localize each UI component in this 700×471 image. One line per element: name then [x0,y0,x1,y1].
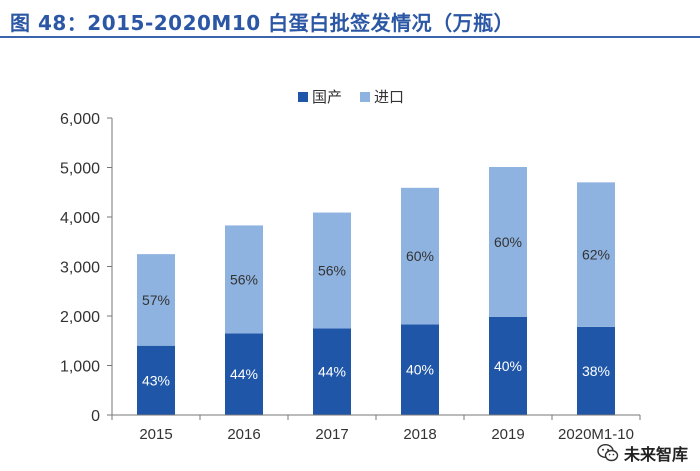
x-tick-label: 2020M1-10 [558,426,634,443]
bar-domestic [137,345,175,415]
bar-imported [577,182,615,327]
x-tick-label: 2017 [315,426,348,443]
figure-title: 图 48：2015-2020M10 白蛋白批签发情况（万瓶） [10,11,515,35]
y-tick-label: 6,000 [60,111,100,128]
bar-imported [489,167,527,317]
bar-domestic [489,316,527,415]
x-axis: 2015 2016 2017 2018 2019 2020M1-10 [111,414,641,443]
x-tick-label: 2018 [403,426,436,443]
bar-imported [401,187,439,325]
bar-data-label: 62% [582,247,610,263]
y-tick-label: 3,000 [60,260,100,277]
bar-domestic [577,326,615,415]
bar-data-label: 40% [494,358,522,374]
legend-swatch-domestic [298,92,308,102]
y-tick-label: 2,000 [60,309,100,326]
legend-label-imported: 进口 [374,88,404,106]
legend-swatch-imported [360,92,370,102]
y-tick-label: 4,000 [60,210,100,227]
x-tick-label: 2019 [491,426,524,443]
bar-imported [137,254,175,346]
y-tick-label: 5,000 [60,161,100,178]
bar-domestic [313,328,351,415]
bar-data-label: 40% [406,362,434,378]
x-tick-label: 2015 [139,426,172,443]
bar-data-label: 44% [230,366,258,382]
figure-title-bar: 图 48：2015-2020M10 白蛋白批签发情况（万瓶） [0,0,700,38]
chart-legend: 国产 进口 [298,88,404,106]
bar-data-label: 43% [142,372,170,388]
y-tick-label: 0 [91,408,100,425]
bar-imported [225,225,263,334]
x-tick-label: 2016 [227,426,260,443]
bar-data-label: 57% [142,292,170,308]
bar-data-label: 56% [318,262,346,278]
bar-series: 43% 57% 44% 56% 44% 56% 40% 60% 40% 60% 38% 62% [137,167,615,415]
bar-data-label: 38% [582,363,610,379]
bar-data-label: 60% [494,234,522,250]
legend-label-domestic: 国产 [312,88,342,106]
bar-data-label: 60% [406,248,434,264]
watermark: 未来智库 [592,441,692,465]
bar-domestic [225,333,263,415]
y-tick-label: 1,000 [60,359,100,376]
y-axis: 0 1,000 2,000 3,000 4,000 5,000 6,000 [60,111,113,425]
bar-data-label: 44% [318,364,346,380]
wechat-icon [597,443,619,462]
stacked-bar-chart: 国产 进口 0 1,000 2,000 3,000 4,000 5,000 6,000 43%… [60,88,641,443]
bar-domestic [401,324,439,415]
watermark-text: 未来智库 [623,445,688,464]
bar-imported [313,212,351,329]
bar-data-label: 56% [230,271,258,287]
